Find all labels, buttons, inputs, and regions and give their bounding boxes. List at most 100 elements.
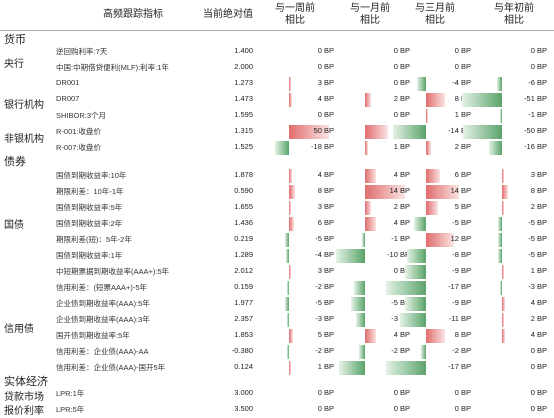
change-value: 2 BP [454,142,471,151]
change-value: 4 BP [393,170,410,179]
indicator-name: R-007:收盘价 [56,143,102,152]
change-value: 14 BP [389,186,410,195]
indicator-name: 信用利差：(短票AAA+)-5年 [56,283,148,292]
change-cell: 0 BP [398,44,473,60]
change-value: -11 BP [448,314,471,323]
current-value: 1.289 [234,250,253,259]
group-credit: 信用债 [4,324,34,335]
current-value: 3.500 [234,404,253,413]
change-value: 4 BP [393,218,410,227]
change-value: -2 BP [452,346,471,355]
header-quarter-2: 相比 [425,15,445,26]
indicator-name: SHIBOR:3个月 [56,111,107,120]
change-bar [289,201,292,215]
change-value: 1 BP [454,110,471,119]
change-bar [289,217,294,231]
change-cell: 0 BP [398,60,473,76]
change-cell: 0 BP [474,402,549,418]
change-cell: 0 BP [337,108,412,124]
change-cell: 0 BP [337,386,412,402]
change-value: 0 BP [530,46,547,55]
change-cell: -10 BP [336,248,412,264]
change-value: 5 BP [317,330,334,339]
change-cell: -51 BP [462,92,549,108]
current-value: 1.853 [234,330,253,339]
change-bar [289,125,329,139]
change-bar [426,233,455,247]
change-bar [462,93,502,107]
header-divider [0,30,554,31]
table-row: 企业债到期收益率(AAA):5年 1.977 -5 BP -5 BP -9 BP 4 BP [0,296,554,312]
change-value: -4 BP [315,250,334,259]
change-cell: -2 BP [261,280,336,296]
indicator-name: 信用利差：企业债(AAA)-AA [56,347,149,356]
change-bar [353,281,365,295]
change-cell: 0 BP [337,402,412,418]
table-row: 国债到期收益率:5年 1.655 3 BP 2 BP 5 BP 2 BP [0,200,554,216]
change-value: 3 BP [317,202,334,211]
change-bar [502,201,504,215]
change-cell: 3 BP [261,200,336,216]
change-value: 6 BP [454,170,471,179]
current-value: 1.525 [234,142,253,151]
change-value: -16 BP [524,142,547,151]
change-value: 0 BP [393,110,410,119]
change-value: 0 BP [530,362,547,371]
group-interbank: 银行机构 [4,100,44,111]
header-current: 当前绝对值 [203,9,253,20]
table-row: SHIBOR:3个月 1.595 0 BP 0 BP 1 BP -1 BP [0,108,554,124]
header-month-1: 与一月前 [350,3,390,14]
change-value: 0 BP [393,62,410,71]
indicator-name: 信用利差：企业债(AAA)-国开5年 [56,363,166,372]
change-value: 50 BP [313,126,334,135]
change-cell: 8 BP [398,328,473,344]
change-bar [426,141,431,155]
change-bar [289,185,296,199]
change-cell: -3 BP [261,312,336,328]
change-bar [289,169,293,183]
table-header: 高频跟踪指标 当前绝对值 与一周前 相比 与一月前 相比 与三月前 相比 与年初… [0,0,554,30]
change-bar [404,265,426,279]
indicator-name: 中短期票据到期收益率(AAA+):5年 [56,267,170,276]
change-cell: -5 BP [261,296,336,312]
change-cell: 0 BP [474,360,549,376]
change-value: -10 BP [387,250,410,259]
change-cell: -4 BP [261,248,336,264]
change-cell: 0 BP [337,76,412,92]
change-cell: -4 BP [398,76,473,92]
change-bar [500,109,502,123]
change-bar [416,77,426,91]
change-value: 8 BP [317,186,334,195]
change-value: 0 BP [317,404,334,413]
change-bar [393,125,426,139]
change-cell: 2 BP [337,200,412,216]
change-cell: -8 BP [398,248,473,264]
header-month-2: 相比 [360,15,380,26]
current-value: 1.595 [234,110,253,119]
change-bar [414,217,426,231]
change-bar [502,329,506,343]
change-value: -5 BP [528,218,547,227]
change-value: -5 BP [452,218,471,227]
current-value: 2.000 [234,62,253,71]
indicator-name: DR001 [56,78,80,87]
indicator-name: 期限利差：10年-1年 [56,187,124,196]
change-bar [289,265,292,279]
current-value: 1.655 [234,202,253,211]
change-value: 1 BP [530,266,547,275]
change-value: -3 BP [315,314,334,323]
change-cell: 4 BP [474,296,549,312]
table-row: LPR:5年 3.500 0 BP 0 BP 0 BP 0 BP [0,402,554,418]
change-cell: -1 BP [337,232,412,248]
group-treasury: 国债 [4,220,24,231]
change-cell: -1 BP [474,108,549,124]
current-value: -0.380 [231,346,253,355]
change-cell: 0 BP [337,60,412,76]
change-cell: -5 BP [398,216,473,232]
change-bar [362,233,365,247]
change-cell: -5 BP [474,216,549,232]
change-bar [359,345,365,359]
change-value: -2 BP [315,346,334,355]
change-bar [400,313,426,327]
table-row: 国债到期收益率:1年 1.289 -4 BP -10 BP -8 BP -5 BP [0,248,554,264]
